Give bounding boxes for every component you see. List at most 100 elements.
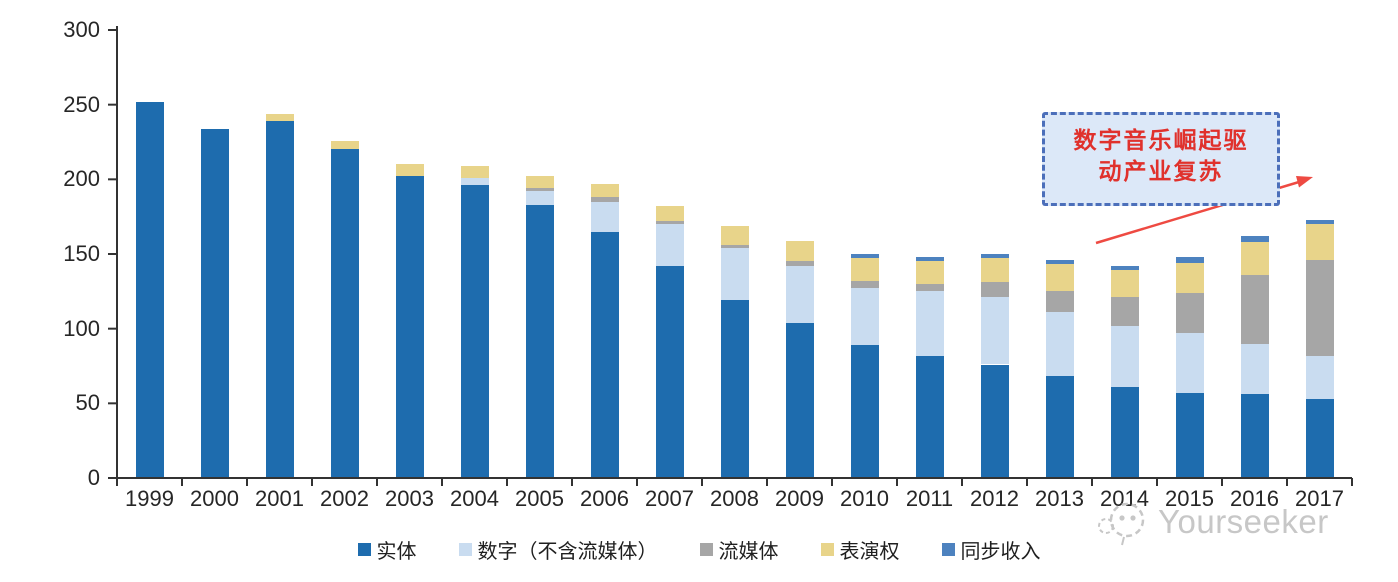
- bar-segment-performance-rights-2007: [655, 206, 684, 222]
- x-axis-tick-label-2002: 2002: [320, 486, 369, 511]
- x-axis-tick-label-2013: 2013: [1035, 486, 1084, 511]
- bar-segment-streaming-2015: [1175, 292, 1204, 334]
- bar-segment-digital-ex-streaming-2008: [720, 248, 749, 301]
- bar-segment-performance-rights-2008: [720, 225, 749, 246]
- x-axis-tick-label-2017: 2017: [1295, 486, 1344, 511]
- bar-segment-digital-ex-streaming-2005: [525, 191, 554, 205]
- bar-segment-digital-ex-streaming-2007: [655, 224, 684, 266]
- bar-segment-physical-2012: [980, 364, 1009, 478]
- bar-segment-performance-rights-2001: [265, 113, 294, 122]
- bar-segment-streaming-2014: [1110, 297, 1139, 326]
- bar-segment-sync-revenue-2011: [915, 256, 944, 262]
- y-axis-tick-label-0: 0: [87, 465, 100, 490]
- bar-segment-physical-2014: [1110, 386, 1139, 478]
- bar-segment-streaming-2012: [980, 282, 1009, 298]
- bar-segment-physical-2017: [1305, 398, 1334, 478]
- annotation-callout: 数字音乐崛起驱 动产业复苏: [1042, 112, 1280, 206]
- bar-segment-streaming-2006: [590, 197, 619, 202]
- bar-segment-digital-ex-streaming-2006: [590, 201, 619, 232]
- bar-segment-physical-2001: [265, 121, 294, 478]
- bar-segment-physical-1999: [135, 101, 164, 478]
- bar-segment-sync-revenue-2013: [1045, 259, 1074, 265]
- bar-segment-performance-rights-2011: [915, 261, 944, 284]
- bar-segment-physical-2004: [460, 185, 489, 478]
- bar-segment-digital-ex-streaming-2014: [1110, 325, 1139, 387]
- legend-item-performance-rights: 表演权: [820, 535, 900, 564]
- bar-segment-physical-2010: [850, 345, 879, 478]
- legend-label-physical: 实体: [376, 541, 417, 563]
- x-axis-tick-label-2011: 2011: [905, 486, 954, 511]
- bar-segment-performance-rights-2002: [330, 140, 359, 150]
- bar-segment-digital-ex-streaming-2009: [785, 265, 814, 323]
- legend-swatch-streaming: [699, 543, 713, 556]
- bar-segment-digital-ex-streaming-2010: [850, 288, 879, 346]
- x-axis-tick-label-2007: 2007: [645, 486, 694, 511]
- bar-segment-streaming-2016: [1240, 274, 1269, 344]
- bar-segment-physical-2011: [915, 355, 944, 478]
- bar-segment-streaming-2008: [720, 245, 749, 249]
- x-axis-tick-label-2001: 2001: [255, 486, 304, 511]
- bar-segment-streaming-2011: [915, 283, 944, 292]
- legend-item-digital-ex-streaming: 数字（不含流媒体）: [458, 535, 658, 564]
- y-axis-tick-label-100: 100: [63, 315, 100, 341]
- annotation-text-line1: 数字音乐崛起驱: [1073, 127, 1249, 153]
- legend-swatch-physical: [357, 543, 371, 556]
- watermark: Yourseeker: [1094, 496, 1329, 548]
- bar-segment-digital-ex-streaming-2012: [980, 297, 1009, 365]
- legend: 实体 数字（不含流媒体） 流媒体 表演权 同步收入: [0, 535, 1398, 564]
- legend-swatch-digital-ex-streaming: [458, 543, 472, 556]
- bar-segment-performance-rights-2006: [590, 183, 619, 198]
- bar-segment-sync-revenue-2012: [980, 254, 1009, 259]
- bar-segment-performance-rights-2004: [460, 165, 489, 178]
- bar-segment-digital-ex-streaming-2015: [1175, 333, 1204, 393]
- bar-segment-sync-revenue-2016: [1240, 236, 1269, 243]
- bar-segment-digital-ex-streaming-2004: [460, 177, 489, 186]
- bar-segment-physical-2015: [1175, 392, 1204, 478]
- bar-segment-performance-rights-2017: [1305, 224, 1334, 260]
- legend-item-sync-revenue: 同步收入: [941, 535, 1041, 564]
- legend-label-streaming: 流媒体: [718, 541, 779, 563]
- bar-segment-sync-revenue-2015: [1175, 256, 1204, 263]
- bar-segment-streaming-2009: [785, 261, 814, 266]
- annotation-text-line2: 动产业复苏: [1098, 158, 1224, 184]
- bar-segment-performance-rights-2003: [395, 164, 424, 177]
- watermark-text: Yourseeker: [1158, 503, 1329, 540]
- legend-swatch-sync-revenue: [941, 543, 955, 556]
- bar-segment-digital-ex-streaming-2016: [1240, 343, 1269, 395]
- bar-segment-performance-rights-2014: [1110, 270, 1139, 298]
- bar-segment-physical-2006: [590, 231, 619, 478]
- bar-segment-performance-rights-2016: [1240, 242, 1269, 275]
- watermark-logo-icon: [1098, 502, 1145, 546]
- x-axis-tick-label-2010: 2010: [840, 486, 889, 511]
- x-axis-tick-label-2015: 2015: [1165, 486, 1214, 511]
- legend-item-streaming: 流媒体: [699, 535, 779, 564]
- bar-segment-digital-ex-streaming-2013: [1045, 312, 1074, 377]
- bar-segment-performance-rights-2012: [980, 258, 1009, 283]
- bar-segment-physical-2003: [395, 176, 424, 478]
- bar-segment-performance-rights-2015: [1175, 262, 1204, 293]
- bar-segment-streaming-2017: [1305, 259, 1334, 356]
- y-axis-tick-label-250: 250: [63, 91, 100, 117]
- x-axis-tick-label-2012: 2012: [970, 486, 1019, 511]
- x-axis-tick-label-2003: 2003: [385, 486, 434, 511]
- bar-segment-performance-rights-2013: [1045, 264, 1074, 292]
- bar-segment-performance-rights-2005: [525, 176, 554, 189]
- bar-segment-sync-revenue-2017: [1305, 219, 1334, 225]
- bar-segment-streaming-2007: [655, 221, 684, 225]
- bar-segment-streaming-2013: [1045, 291, 1074, 313]
- y-axis-tick-label-50: 50: [75, 390, 100, 416]
- legend-item-physical: 实体: [357, 535, 417, 564]
- legend-label-performance-rights: 表演权: [839, 541, 900, 563]
- y-axis-tick-label-200: 200: [63, 166, 100, 192]
- x-axis-tick-label-2016: 2016: [1230, 486, 1279, 511]
- bar-segment-physical-2016: [1240, 394, 1269, 478]
- bar-segment-digital-ex-streaming-2011: [915, 291, 944, 356]
- legend-label-sync-revenue: 同步收入: [960, 541, 1041, 563]
- bar-segment-sync-revenue-2014: [1110, 265, 1139, 271]
- x-axis-tick-label-2000: 2000: [190, 486, 239, 511]
- bar-segment-physical-2009: [785, 322, 814, 478]
- x-axis-tick-label-2005: 2005: [515, 486, 564, 511]
- x-axis-tick-label-2014: 2014: [1100, 486, 1149, 511]
